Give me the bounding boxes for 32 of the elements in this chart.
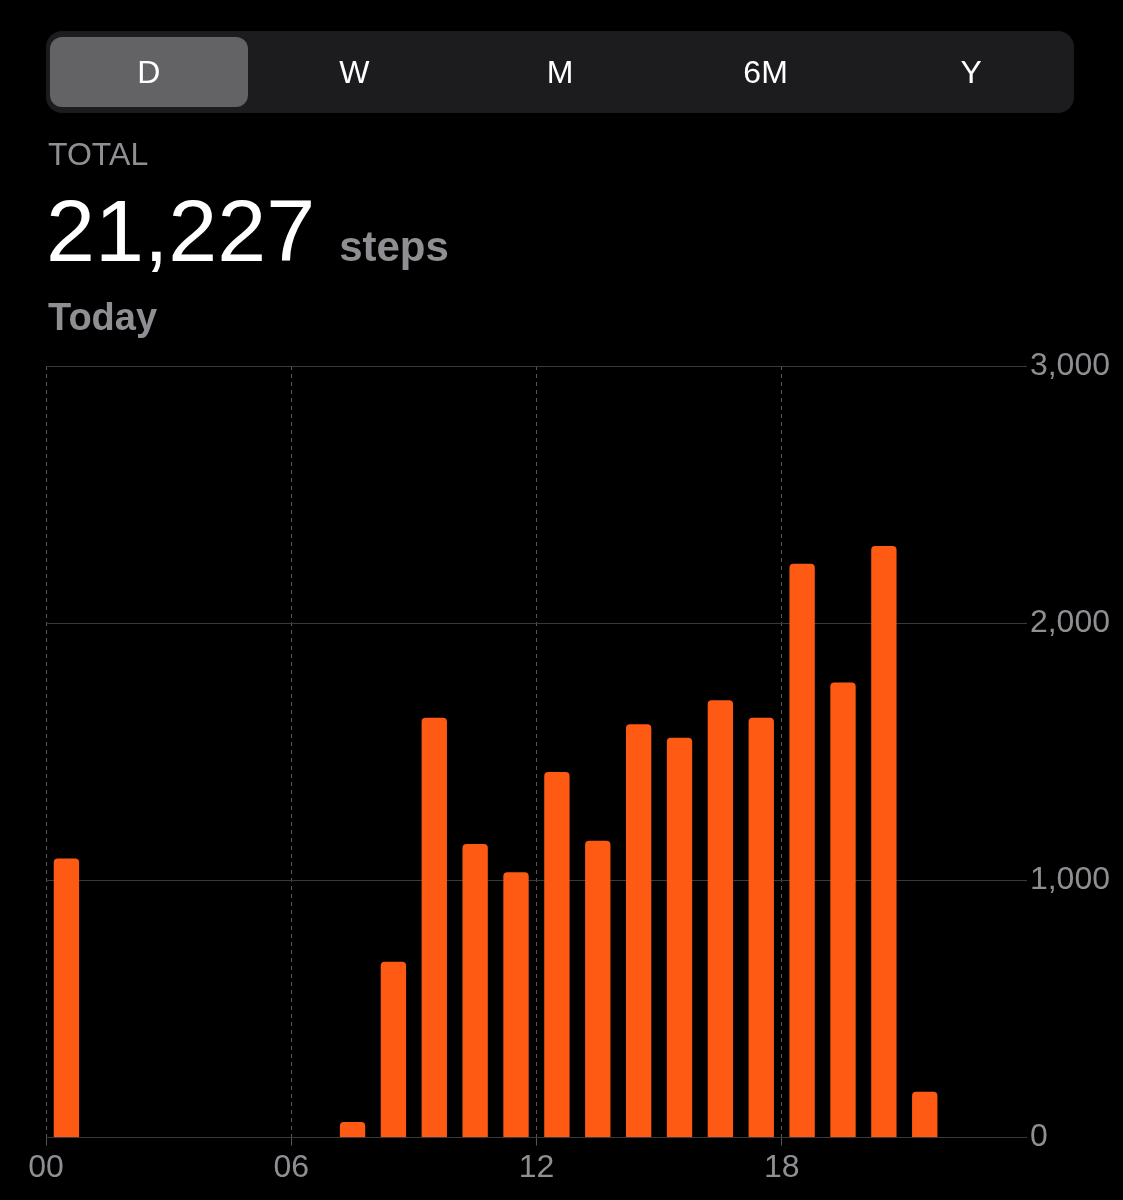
y-tick-label: 0 [1029, 1117, 1048, 1154]
bar [666, 737, 693, 1138]
text: Y [959, 53, 983, 92]
bar [53, 858, 80, 1138]
bar [748, 717, 774, 1138]
bar [871, 546, 897, 1138]
bar [585, 840, 611, 1138]
bar [789, 563, 815, 1138]
text: W [338, 53, 371, 92]
x-tick-label: 18 [763, 1147, 800, 1184]
y-tick-label: 1,000 [1029, 860, 1110, 897]
bar [503, 872, 529, 1138]
bar [707, 700, 734, 1138]
bar [912, 1091, 938, 1138]
bar [625, 724, 652, 1138]
bar [339, 1121, 366, 1138]
bar [380, 961, 407, 1138]
text: M [545, 53, 575, 92]
y-tick-label: 3,000 [1029, 345, 1110, 382]
x-tick-label: 06 [273, 1147, 310, 1184]
chart-title: 21,227 steps [46, 181, 449, 280]
chart-subtitle: TOTAL [48, 136, 149, 173]
text: 6M [742, 53, 789, 92]
x-tick-label: 12 [518, 1147, 555, 1184]
bar [544, 772, 570, 1138]
bar [421, 717, 447, 1138]
x-tick-label: 00 [28, 1147, 64, 1184]
text: D [50, 37, 248, 107]
bar [462, 843, 488, 1138]
bar [830, 682, 856, 1138]
y-tick-label: 2,000 [1029, 603, 1110, 640]
text: Today [48, 296, 158, 339]
